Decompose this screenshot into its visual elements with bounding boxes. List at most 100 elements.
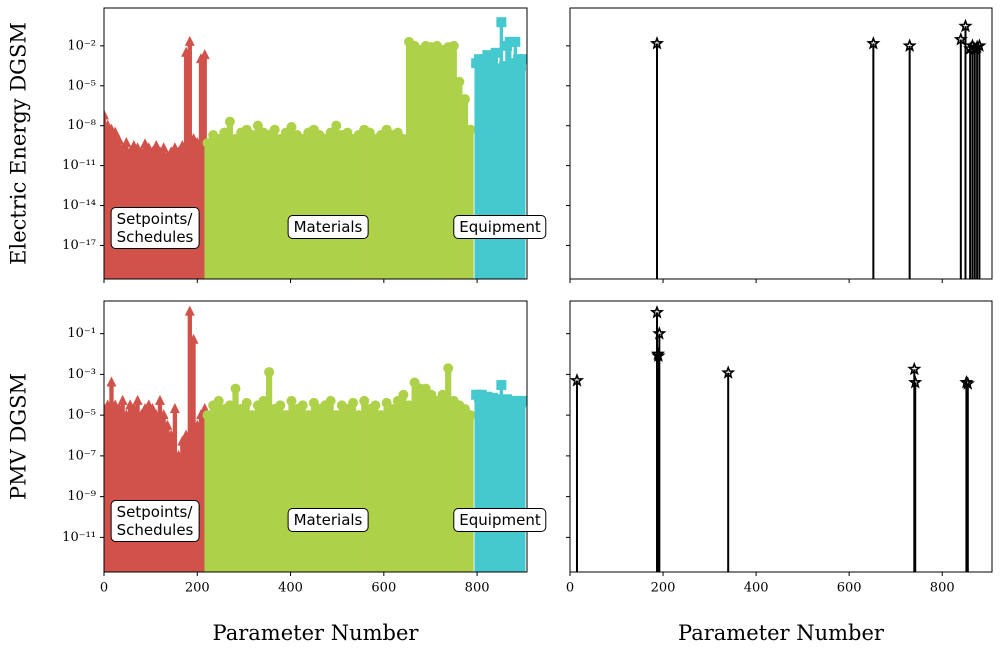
- stem: [348, 397, 359, 572]
- stem: [230, 383, 241, 572]
- x-axis-label: Parameter Number: [213, 621, 420, 645]
- y-tick-label: 10⁻¹: [67, 326, 96, 341]
- y-tick-label: 10⁻⁸: [67, 118, 96, 133]
- marker: [465, 410, 476, 421]
- marker: [953, 32, 968, 46]
- stem: [482, 50, 493, 279]
- stem: [448, 40, 459, 279]
- stem: [331, 120, 342, 279]
- marker: [518, 395, 527, 406]
- marker: [866, 36, 881, 50]
- x-tick-label: 600: [837, 581, 862, 596]
- stem: [104, 109, 109, 279]
- marker: [213, 395, 224, 406]
- stem: [496, 380, 507, 572]
- stem: [963, 41, 978, 279]
- marker: [518, 54, 527, 65]
- y-tick-label: 10⁻²: [67, 38, 96, 53]
- stem: [213, 395, 224, 572]
- stem: [510, 36, 521, 279]
- x-tick-label: 800: [465, 581, 490, 596]
- stem: [649, 36, 665, 279]
- stem: [493, 63, 504, 279]
- marker: [359, 395, 370, 406]
- stem: [473, 54, 484, 279]
- marker: [158, 409, 169, 420]
- marker: [721, 365, 736, 379]
- marker: [151, 139, 162, 150]
- marker: [972, 38, 987, 52]
- stem: [241, 397, 252, 572]
- stem: [960, 376, 975, 572]
- stem: [866, 36, 881, 279]
- marker: [958, 18, 973, 33]
- marker: [162, 419, 173, 430]
- marker: [490, 47, 501, 58]
- marker: [907, 361, 922, 376]
- marker: [325, 395, 336, 406]
- stem: [398, 389, 409, 572]
- stem: [286, 121, 297, 279]
- stem: [325, 395, 336, 572]
- stem: [297, 400, 308, 572]
- marker: [264, 367, 275, 378]
- marker: [487, 54, 498, 65]
- marker: [230, 383, 241, 394]
- stem: [518, 395, 527, 572]
- stem: [652, 326, 667, 572]
- marker: [493, 394, 504, 405]
- marker: [459, 94, 470, 105]
- marker: [184, 35, 195, 46]
- annotation: Equipment: [453, 214, 547, 239]
- marker: [297, 400, 308, 411]
- y-tick-label: 10⁻⁷: [67, 448, 96, 463]
- stem: [359, 395, 370, 572]
- stem: [370, 400, 381, 572]
- marker: [147, 403, 158, 414]
- stem: [454, 76, 465, 279]
- stem: [224, 116, 235, 279]
- marker: [496, 17, 507, 28]
- marker: [513, 54, 524, 65]
- marker: [224, 116, 235, 127]
- stem: [110, 126, 121, 279]
- annotation: Materials: [287, 214, 369, 239]
- marker: [184, 305, 195, 316]
- stem: [147, 403, 158, 572]
- stem: [264, 367, 275, 572]
- marker: [960, 376, 975, 390]
- x-tick-label: 0: [100, 581, 108, 596]
- y-tick-label: 10⁻⁵: [67, 408, 96, 423]
- stem: [465, 410, 476, 572]
- marker: [158, 142, 169, 153]
- stem: [570, 373, 585, 572]
- marker: [496, 380, 507, 391]
- marker: [465, 124, 476, 135]
- x-tick-label: 600: [371, 581, 396, 596]
- marker: [454, 76, 465, 87]
- stem: [169, 403, 180, 572]
- marker: [448, 40, 459, 51]
- stem: [465, 124, 476, 279]
- marker: [286, 121, 297, 132]
- plot-area: [104, 305, 527, 572]
- annotation: Setpoints/ Schedules: [110, 499, 200, 542]
- stem: [518, 54, 527, 279]
- marker: [188, 333, 199, 344]
- stem: [972, 38, 987, 279]
- stem: [275, 400, 286, 572]
- marker: [132, 394, 143, 405]
- x-tick-label: 200: [651, 581, 676, 596]
- marker: [121, 136, 132, 147]
- stem: [507, 58, 518, 279]
- stem: [487, 54, 498, 279]
- plot-area: [104, 17, 527, 279]
- x-axis-label: Parameter Number: [678, 621, 885, 645]
- annotation: Materials: [287, 507, 369, 532]
- marker: [113, 134, 124, 145]
- annotation: Equipment: [453, 507, 547, 532]
- axes-frame: [103, 7, 528, 280]
- x-tick-label: 400: [278, 581, 303, 596]
- marker: [331, 120, 342, 131]
- stem: [132, 394, 143, 572]
